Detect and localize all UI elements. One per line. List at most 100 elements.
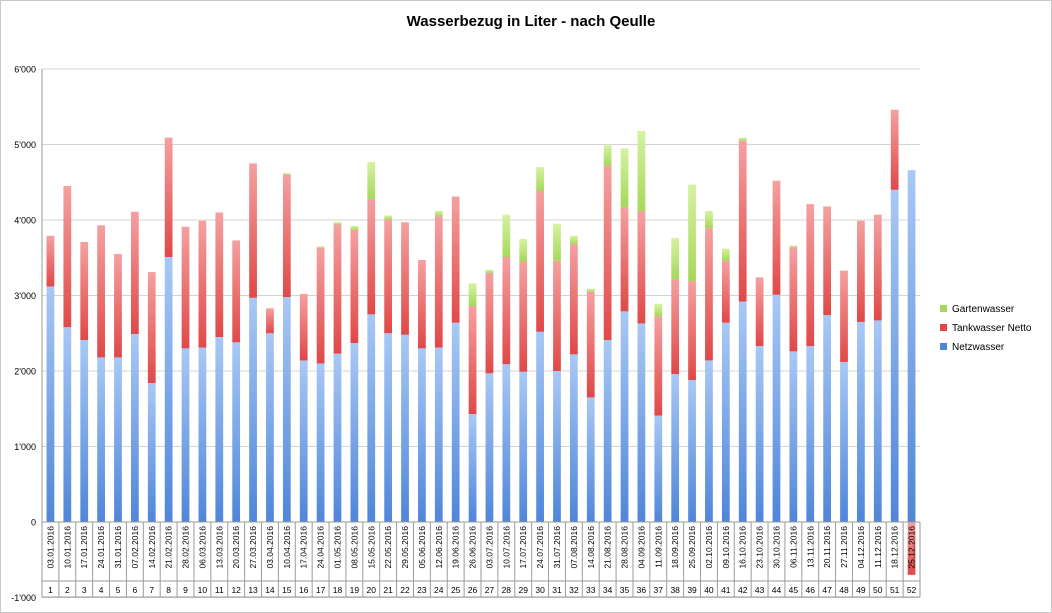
y-tick-label: -1'000 (11, 593, 36, 603)
x-date-label: 10.04.2016 (282, 526, 292, 569)
x-date-label: 07.02.2016 (130, 526, 140, 569)
x-category-label: 17 (316, 585, 326, 595)
x-date-label: 24.07.2016 (535, 526, 545, 569)
x-date-label: 13.11.2016 (805, 526, 815, 568)
bar-tankwasser-netto (806, 204, 815, 347)
x-date-label: 03.01.2016 (45, 526, 55, 569)
bar-tankwasser-netto (181, 226, 190, 349)
bar-netzwasser (451, 322, 460, 522)
x-category-label: 35 (620, 585, 630, 595)
x-category-label: 45 (789, 585, 799, 595)
x-date-label: 12.06.2016 (434, 526, 444, 569)
bar-netzwasser (485, 373, 494, 522)
x-category-label: 37 (654, 585, 664, 595)
x-date-label: 08.05.2016 (349, 526, 359, 569)
bar-netzwasser (80, 340, 89, 522)
x-category-label: 27 (485, 585, 495, 595)
bar-tankwasser-netto (620, 207, 629, 312)
bar-tankwasser-netto (249, 163, 257, 298)
bar-netzwasser (333, 353, 342, 522)
bar-netzwasser (721, 322, 730, 522)
bar-netzwasser (536, 331, 544, 522)
x-category-label: 13 (248, 585, 258, 595)
legend-label: Gartenwasser (952, 304, 1015, 315)
x-date-label: 07.08.2016 (569, 526, 579, 569)
bar-gartenwasser (485, 269, 494, 273)
y-tick-label: 0 (31, 518, 36, 528)
bar-tankwasser-netto (536, 190, 544, 332)
x-date-label: 28.08.2016 (620, 526, 630, 569)
bar-tankwasser-netto (147, 272, 156, 384)
x-category-label: 5 (116, 585, 121, 595)
bar-tankwasser-netto (772, 180, 781, 295)
y-axis: -1'000 0 1'000 2'000 3'000 4'000 5'000 6'000 (11, 65, 43, 603)
bar-netzwasser (97, 357, 105, 522)
x-date-label: 03.04.2016 (265, 526, 275, 569)
bar-netzwasser (620, 311, 629, 522)
x-category-label: 7 (149, 585, 154, 595)
x-category-label: 36 (637, 585, 647, 595)
bar-netzwasser (890, 189, 899, 523)
x-date-label: 20.03.2016 (231, 526, 241, 569)
legend-swatch (940, 343, 947, 350)
bar-gartenwasser (569, 235, 578, 245)
bar-tankwasser-netto (333, 224, 342, 354)
x-category-label: 3 (82, 585, 87, 595)
bar-tankwasser-netto (468, 306, 477, 415)
x-category-label: 31 (552, 585, 562, 595)
legend-swatch (940, 324, 947, 331)
bar-gartenwasser (316, 246, 325, 248)
bar-netzwasser (367, 314, 376, 522)
bar-tankwasser-netto (755, 277, 764, 347)
x-category-label: 29 (518, 585, 528, 595)
bar-tankwasser-netto (873, 214, 882, 321)
bar-gartenwasser (789, 245, 798, 248)
bar-tankwasser-netto (367, 198, 376, 315)
bar-gartenwasser (586, 288, 595, 292)
y-tick-label: 1'000 (14, 442, 36, 452)
y-tick-label: 5'000 (14, 140, 36, 150)
x-category-label: 16 (299, 585, 309, 595)
bar-gartenwasser (603, 145, 612, 166)
x-date-label: 17.01.2016 (79, 526, 89, 569)
bar-netzwasser (907, 170, 916, 523)
x-category-label: 11 (215, 585, 224, 595)
bar-gartenwasser (688, 184, 696, 282)
x-category-label: 41 (721, 585, 731, 595)
x-category-label: 50 (873, 585, 883, 595)
bar-netzwasser (519, 371, 528, 522)
x-category-label: 42 (738, 585, 748, 595)
x-date-label: 26.06.2016 (468, 526, 478, 569)
x-category-label: 28 (502, 585, 512, 595)
x-date-label: 17.04.2016 (299, 526, 309, 569)
bar-tankwasser-netto (130, 211, 139, 335)
bar-netzwasser (384, 333, 393, 522)
x-date-label: 17.07.2016 (518, 526, 528, 569)
x-axis-table: 03.01.2016 1 10.01.2016 2 17.01.2016 3 24.01.2… (41, 522, 921, 598)
x-category-label: 52 (907, 585, 917, 595)
bar-netzwasser (232, 342, 241, 522)
bar-tankwasser-netto (232, 240, 241, 343)
bar-tankwasser-netto (671, 278, 680, 375)
bar-netzwasser (755, 346, 764, 522)
x-category-label: 46 (806, 585, 816, 595)
x-category-label: 43 (755, 585, 765, 595)
x-category-label: 1 (48, 585, 53, 595)
bar-tankwasser-netto (637, 210, 646, 324)
bar-netzwasser (46, 286, 55, 522)
x-date-label: 16.10.2016 (738, 526, 748, 569)
x-date-label: 18.09.2016 (670, 526, 680, 569)
bar-netzwasser (688, 380, 696, 522)
x-date-label: 30.10.2016 (771, 526, 781, 569)
legend-swatch (940, 305, 947, 312)
bar-tankwasser-netto (586, 291, 595, 398)
x-category-label: 10 (198, 585, 208, 595)
bar-netzwasser (181, 348, 190, 522)
x-category-label: 39 (687, 585, 697, 595)
x-date-label: 24.04.2016 (316, 526, 326, 569)
x-date-label: 10.07.2016 (501, 526, 511, 569)
bar-netzwasser (468, 414, 477, 522)
x-category-label: 40 (704, 585, 714, 595)
